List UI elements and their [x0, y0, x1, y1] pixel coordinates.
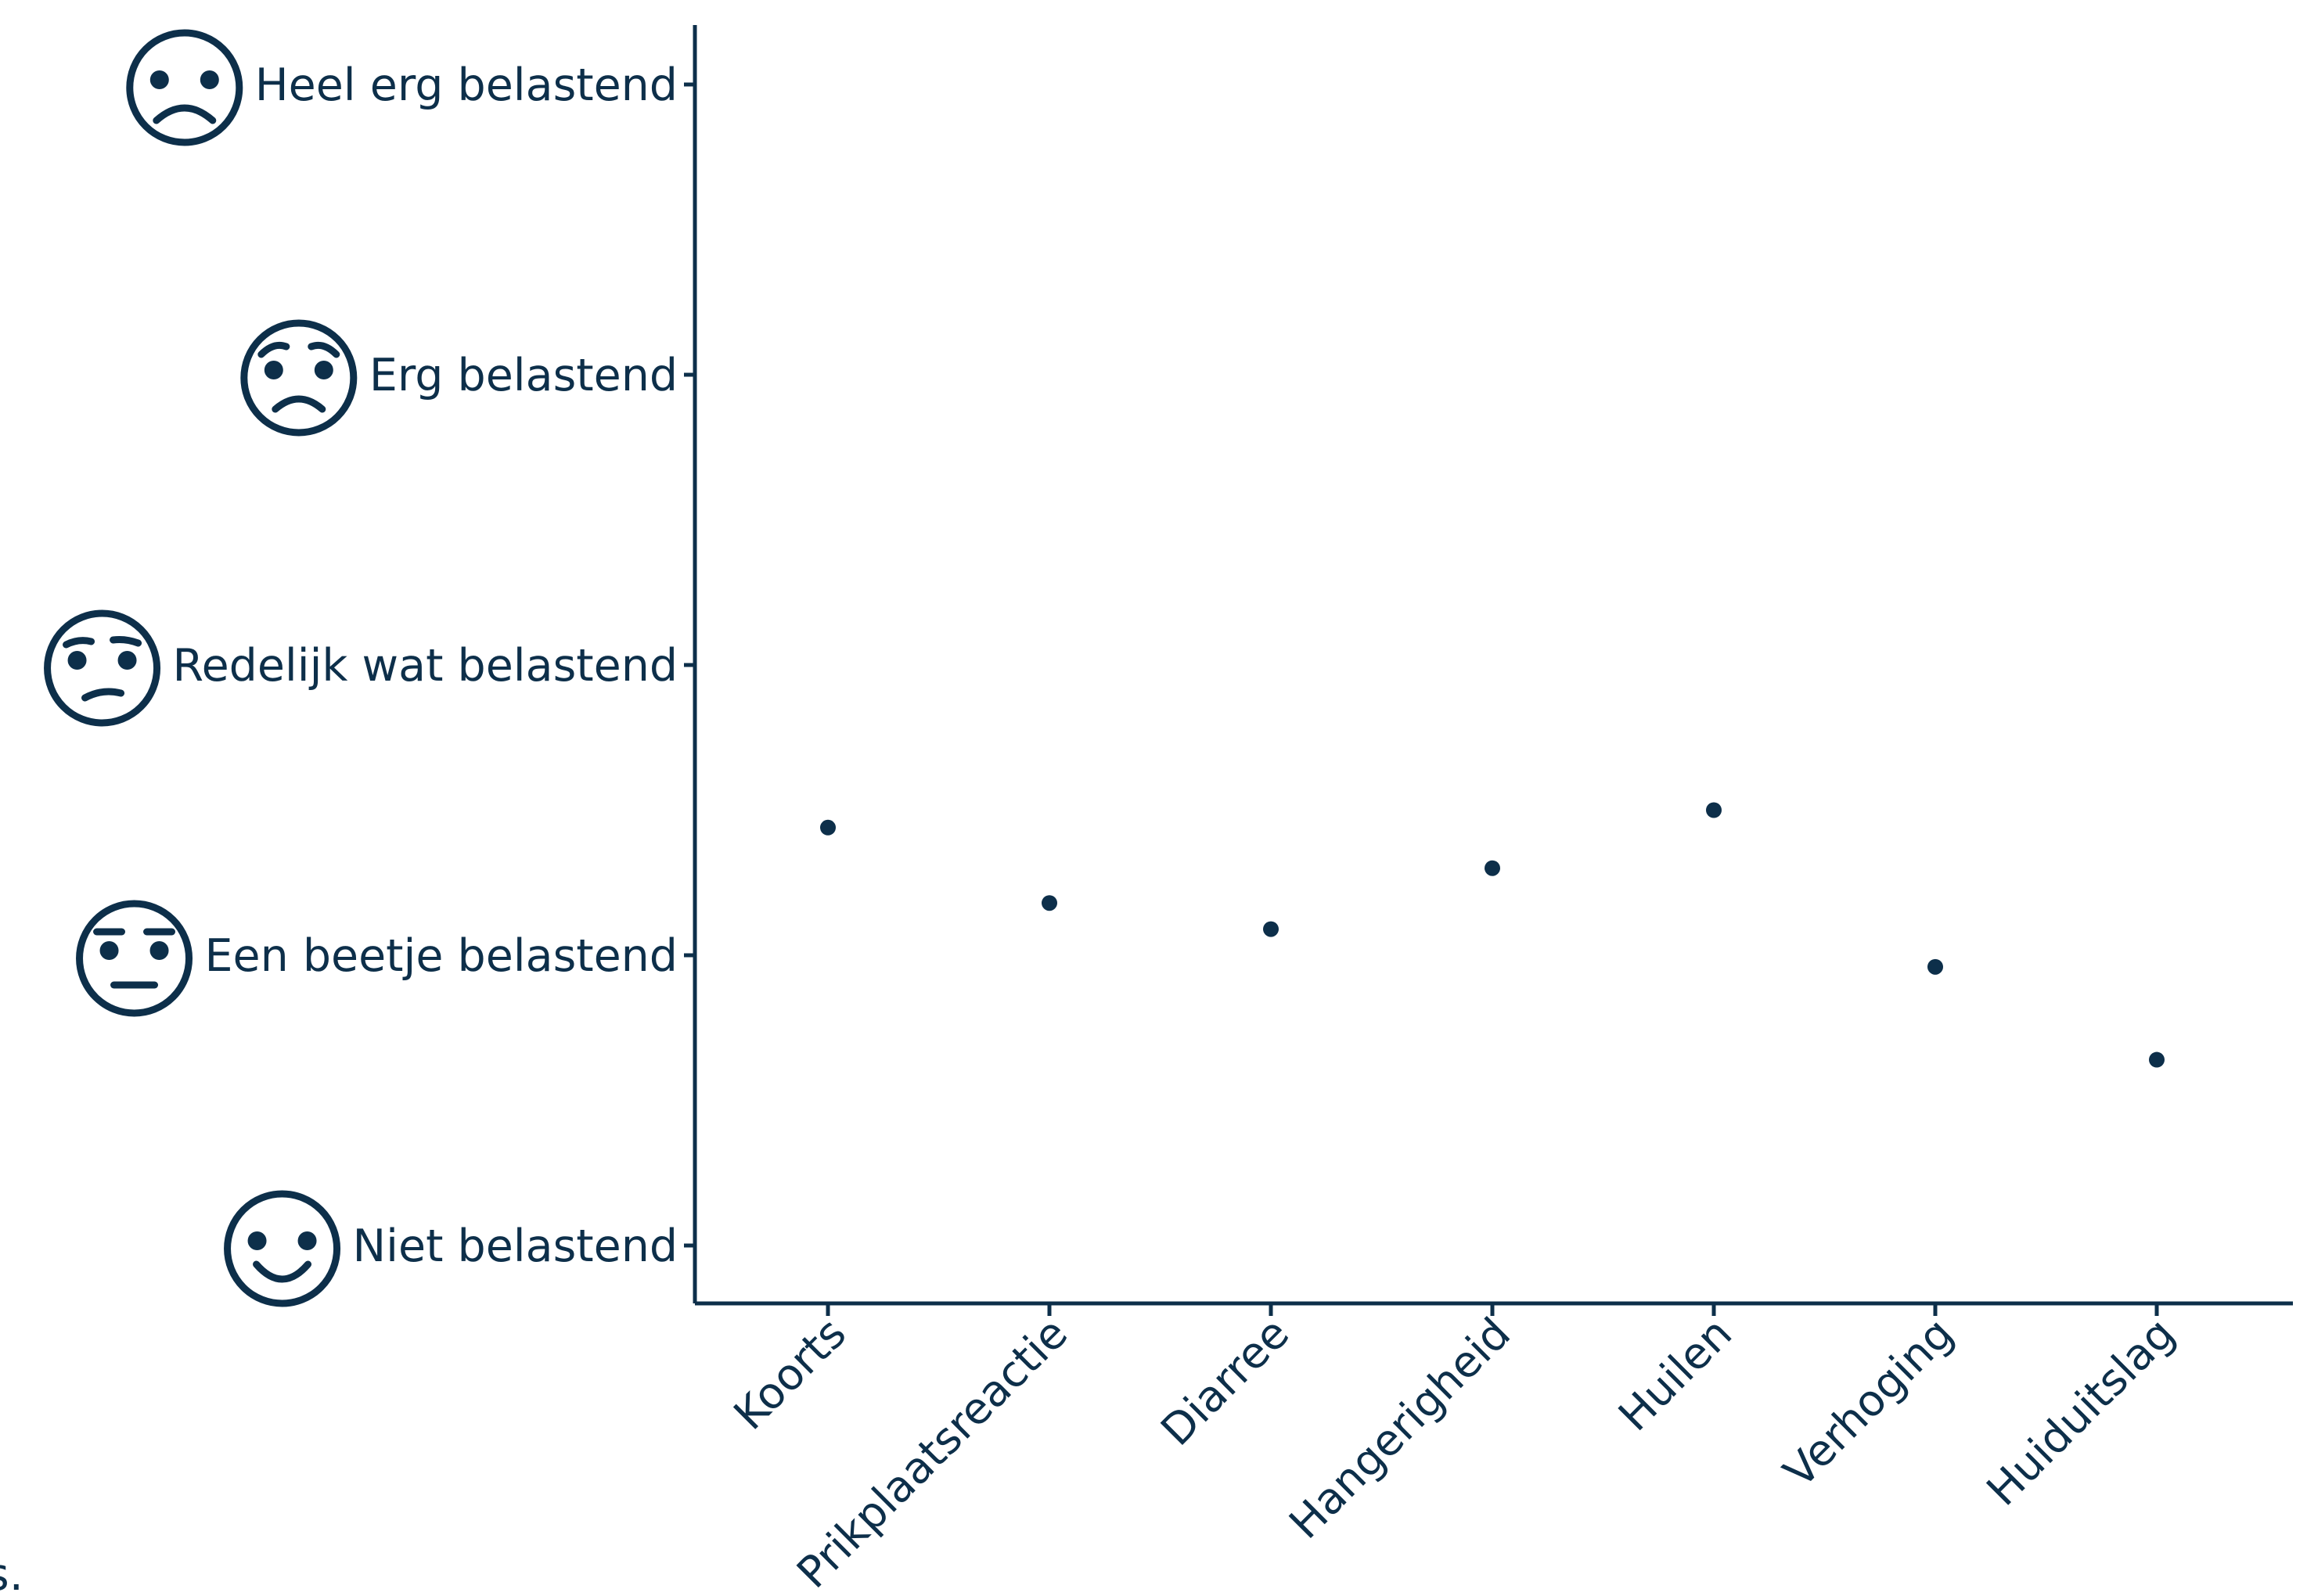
- face-mouth: [81, 688, 125, 702]
- data-point: [1263, 921, 1279, 937]
- confused-face-icon: [44, 609, 161, 727]
- data-points: [820, 802, 2165, 1068]
- face-eye: [117, 651, 137, 670]
- frowning-face-icon: [126, 29, 243, 146]
- x-tick-label: Hangerigheid: [1279, 1308, 1520, 1548]
- y-axis: Niet belastend Een beetje belastend Redeli…: [44, 25, 697, 1307]
- face-eye: [200, 70, 219, 89]
- face-eye: [247, 1231, 267, 1250]
- face-eye: [67, 651, 87, 670]
- face-eye: [99, 941, 119, 960]
- data-point: [1485, 860, 1500, 876]
- face-eye: [149, 70, 169, 89]
- face-mouth: [153, 104, 217, 124]
- face-mouth: [272, 395, 326, 413]
- face-eye: [264, 361, 283, 379]
- face-eye: [314, 361, 333, 379]
- face-eye: [297, 1231, 317, 1250]
- x-tick-label: Diarree: [1151, 1308, 1298, 1455]
- face-eye: [149, 941, 169, 960]
- face-outline: [76, 900, 193, 1017]
- y-tick-label: Een beetje belastend: [205, 930, 678, 982]
- data-point: [1042, 895, 1057, 911]
- data-point: [820, 819, 836, 836]
- data-point: [1927, 958, 1943, 975]
- neutral-face-icon: [76, 900, 193, 1017]
- data-point: [2149, 1051, 2165, 1068]
- y-tick-label: Heel erg belastend: [255, 59, 678, 111]
- x-tick-label: Huiduitslag: [1977, 1308, 2184, 1515]
- smiling-face-icon: [224, 1190, 341, 1307]
- face-brows: [63, 636, 142, 649]
- y-tick-label: Redelijk wat belastend: [173, 640, 678, 692]
- y-tick-label: Niet belastend: [353, 1220, 678, 1272]
- face-mouth: [253, 1260, 312, 1283]
- face-outline: [240, 319, 358, 437]
- y-tick-label: Erg belastend: [369, 350, 678, 401]
- worried-face-icon: [240, 319, 358, 437]
- x-tick-label: Verhoging: [1774, 1308, 1963, 1497]
- face-brows: [257, 341, 340, 358]
- face-outline: [126, 29, 243, 146]
- x-tick-label: Huilen: [1609, 1308, 1741, 1440]
- data-point: [1706, 802, 1722, 818]
- face-outline: [224, 1190, 341, 1307]
- face-outline: [44, 609, 161, 727]
- x-tick-label: Koorts: [724, 1308, 855, 1440]
- cropped-text-fragment: s.: [0, 1549, 23, 1596]
